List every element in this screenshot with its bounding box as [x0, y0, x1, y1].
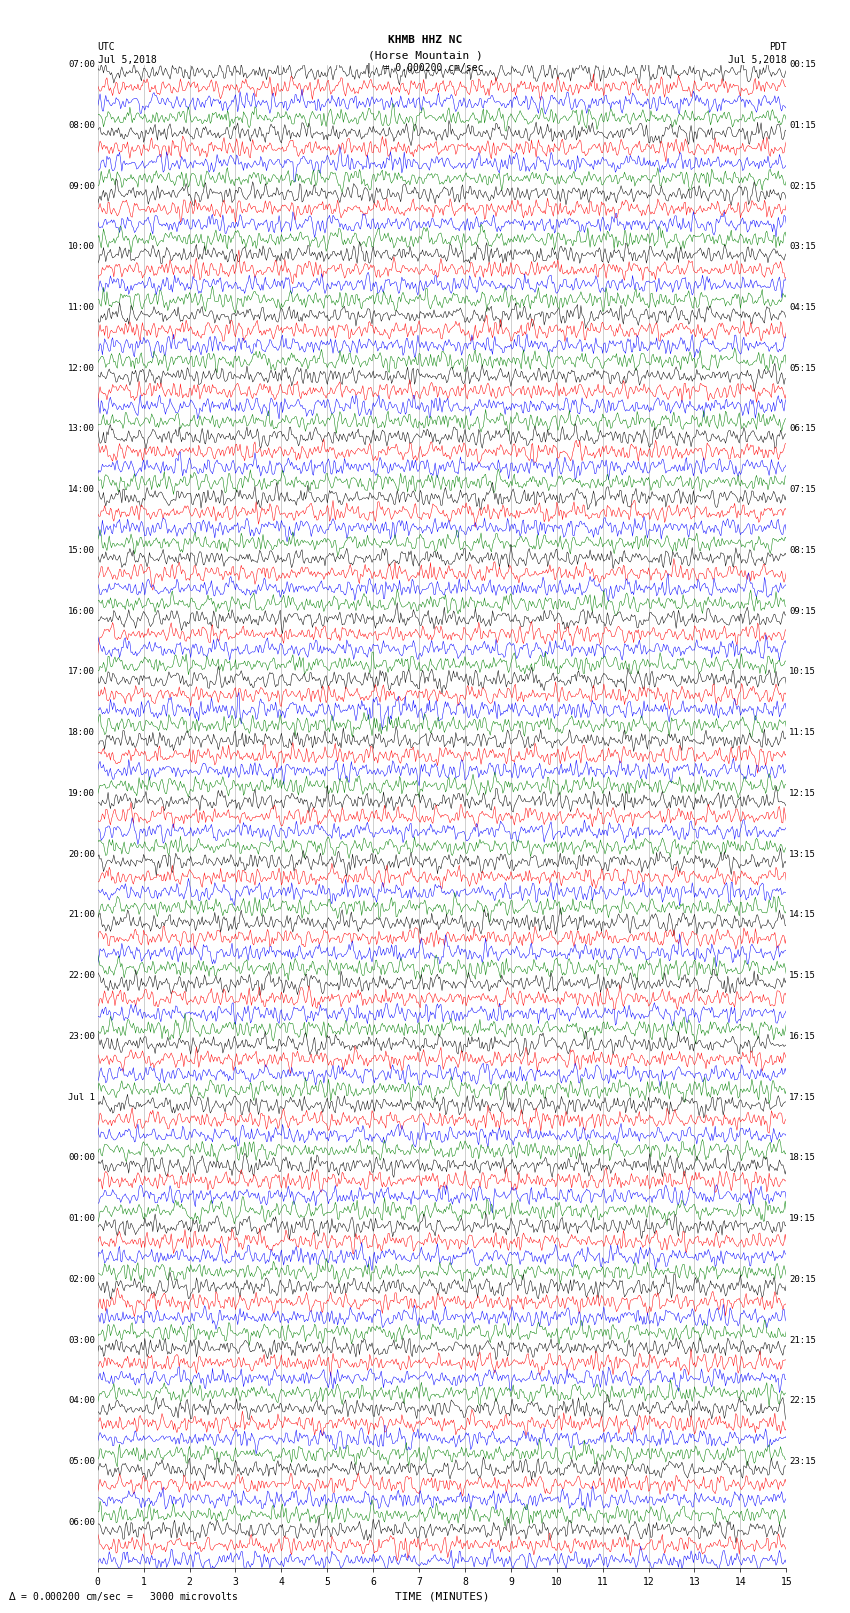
Text: 16:00: 16:00	[68, 606, 95, 616]
Text: 06:15: 06:15	[789, 424, 816, 434]
Text: 05:15: 05:15	[789, 363, 816, 373]
Text: 14:15: 14:15	[789, 910, 816, 919]
Text: Jul 1: Jul 1	[68, 1092, 95, 1102]
Text: PDT: PDT	[768, 42, 786, 52]
Text: 18:00: 18:00	[68, 727, 95, 737]
Text: 17:00: 17:00	[68, 668, 95, 676]
Text: Jul 5,2018: Jul 5,2018	[98, 55, 156, 65]
Text: 17:15: 17:15	[789, 1092, 816, 1102]
Text: 03:15: 03:15	[789, 242, 816, 252]
Text: 10:15: 10:15	[789, 668, 816, 676]
Text: 11:15: 11:15	[789, 727, 816, 737]
Text: 01:00: 01:00	[68, 1215, 95, 1223]
Text: 20:15: 20:15	[789, 1274, 816, 1284]
Text: UTC: UTC	[98, 42, 116, 52]
Text: 20:00: 20:00	[68, 850, 95, 858]
Text: 19:15: 19:15	[789, 1215, 816, 1223]
Text: 04:15: 04:15	[789, 303, 816, 311]
Text: 13:15: 13:15	[789, 850, 816, 858]
Text: 02:15: 02:15	[789, 182, 816, 190]
Text: Jul 5,2018: Jul 5,2018	[728, 55, 786, 65]
Text: 11:00: 11:00	[68, 303, 95, 311]
Text: |  = 0.000200 cm/sec: | = 0.000200 cm/sec	[366, 63, 484, 74]
Text: 23:00: 23:00	[68, 1032, 95, 1040]
X-axis label: TIME (MINUTES): TIME (MINUTES)	[394, 1590, 490, 1602]
Text: 18:15: 18:15	[789, 1153, 816, 1163]
Text: 15:15: 15:15	[789, 971, 816, 981]
Text: 04:00: 04:00	[68, 1397, 95, 1405]
Text: 07:00: 07:00	[68, 60, 95, 69]
Text: KHMB HHZ NC: KHMB HHZ NC	[388, 35, 462, 45]
Text: 08:15: 08:15	[789, 545, 816, 555]
Text: 02:00: 02:00	[68, 1274, 95, 1284]
Text: $\Delta$ = 0.000200 cm/sec =   3000 microvolts: $\Delta$ = 0.000200 cm/sec = 3000 microv…	[8, 1590, 239, 1603]
Text: (Horse Mountain ): (Horse Mountain )	[367, 50, 483, 60]
Text: 13:00: 13:00	[68, 424, 95, 434]
Text: 15:00: 15:00	[68, 545, 95, 555]
Text: 07:15: 07:15	[789, 486, 816, 494]
Text: 12:00: 12:00	[68, 363, 95, 373]
Text: 10:00: 10:00	[68, 242, 95, 252]
Text: 08:00: 08:00	[68, 121, 95, 129]
Text: 01:15: 01:15	[789, 121, 816, 129]
Text: 09:15: 09:15	[789, 606, 816, 616]
Text: 00:00: 00:00	[68, 1153, 95, 1163]
Text: 19:00: 19:00	[68, 789, 95, 798]
Text: 09:00: 09:00	[68, 182, 95, 190]
Text: 21:00: 21:00	[68, 910, 95, 919]
Text: 22:15: 22:15	[789, 1397, 816, 1405]
Text: 00:15: 00:15	[789, 60, 816, 69]
Text: 03:00: 03:00	[68, 1336, 95, 1345]
Text: 16:15: 16:15	[789, 1032, 816, 1040]
Text: 12:15: 12:15	[789, 789, 816, 798]
Text: 14:00: 14:00	[68, 486, 95, 494]
Text: 23:15: 23:15	[789, 1457, 816, 1466]
Text: 05:00: 05:00	[68, 1457, 95, 1466]
Text: 06:00: 06:00	[68, 1518, 95, 1528]
Text: 22:00: 22:00	[68, 971, 95, 981]
Text: 21:15: 21:15	[789, 1336, 816, 1345]
